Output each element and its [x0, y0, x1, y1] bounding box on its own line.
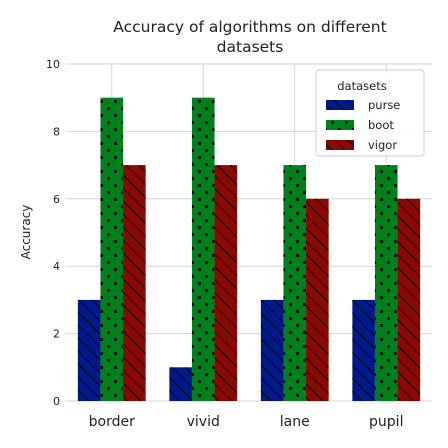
y-tick-label: 4: [53, 260, 60, 273]
y-tick-label: 2: [53, 328, 60, 341]
bar-pattern: [397, 198, 421, 401]
bar-pattern: [352, 299, 375, 401]
bar-boot-vivid: [191, 97, 215, 401]
bar-purse-lane: [260, 299, 284, 401]
legend-swatch-pattern: [326, 120, 354, 130]
chart-title-line-2: datasets: [217, 38, 284, 56]
x-tick-label: pupil: [369, 414, 403, 430]
x-ticks: border vivid lane pupil: [89, 414, 404, 430]
legend-item-vigor: vigor: [326, 138, 397, 152]
bar-boot-pupil: [374, 165, 398, 401]
bar-purse-vivid: [169, 367, 192, 401]
legend-title: datasets: [337, 79, 386, 93]
bar-pattern: [123, 165, 146, 401]
x-tick-label: lane: [280, 414, 310, 430]
legend-box: [315, 69, 425, 157]
bar-pattern: [169, 367, 192, 401]
legend-label: purse: [368, 98, 400, 112]
legend-item-purse: purse: [326, 98, 400, 112]
bar-boot-lane: [283, 165, 307, 401]
y-tick-label: 6: [53, 193, 60, 206]
legend-item-boot: boot: [326, 118, 394, 132]
bars: [77, 97, 421, 401]
bar-pattern: [191, 97, 215, 401]
legend-swatch-pattern: [326, 140, 354, 150]
bar-pattern: [260, 299, 284, 401]
bar-pattern: [214, 165, 238, 401]
bar-pattern: [306, 198, 329, 401]
bar-pattern: [100, 97, 124, 401]
bar-purse-border: [77, 299, 101, 401]
y-axis-label: Accuracy: [19, 205, 33, 260]
x-tick-label: vivid: [187, 414, 220, 430]
legend: datasets purse boot vigor: [315, 69, 425, 157]
bar-vigor-pupil: [397, 198, 421, 401]
bar-pattern: [374, 165, 398, 401]
bar-pattern: [283, 165, 307, 401]
bar-vigor-vivid: [214, 165, 238, 401]
bar-boot-border: [100, 97, 124, 401]
legend-label: vigor: [368, 138, 397, 152]
y-ticks: 0 2 4 6 8 10: [46, 58, 60, 408]
bar-pattern: [77, 299, 101, 401]
x-tick-label: border: [89, 414, 135, 430]
bar-vigor-lane: [306, 198, 329, 401]
y-tick-label: 8: [53, 125, 60, 138]
chart-title-line-1: Accuracy of algorithms on different: [113, 18, 386, 36]
y-tick-label: 0: [53, 395, 60, 408]
y-tick-label: 10: [46, 58, 60, 71]
bar-vigor-border: [123, 165, 146, 401]
bar-purse-pupil: [352, 299, 375, 401]
legend-swatch-pattern: [326, 100, 354, 110]
legend-label: boot: [368, 118, 394, 132]
